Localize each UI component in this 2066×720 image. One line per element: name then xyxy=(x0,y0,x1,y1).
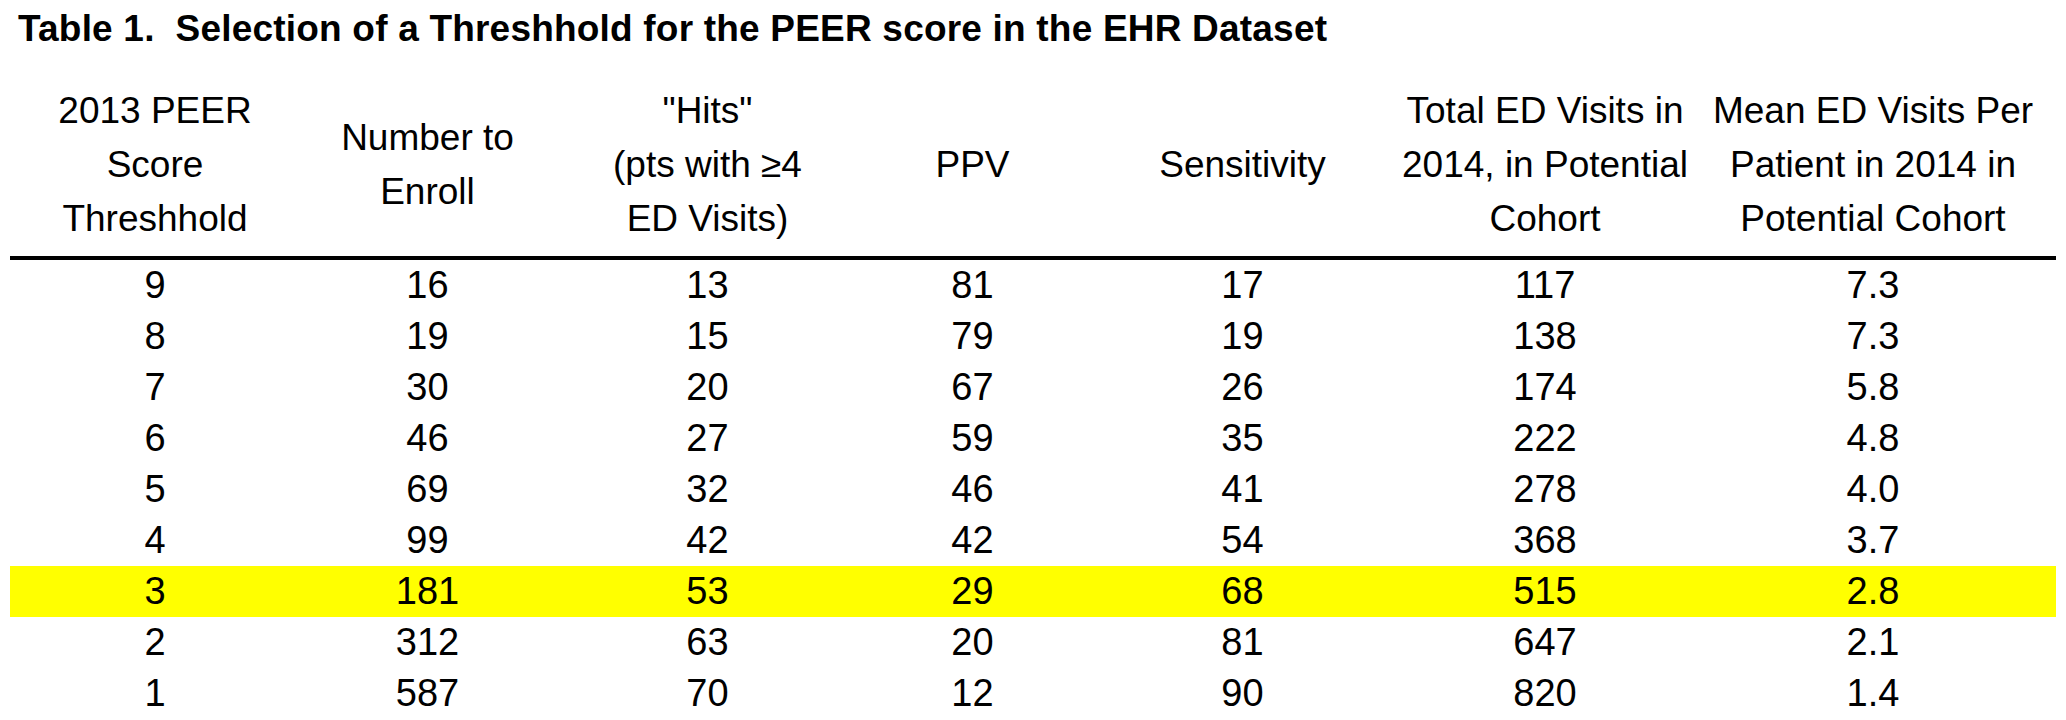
table-cell: 79 xyxy=(860,311,1085,362)
table-body: 9161381171177.38191579191387.37302067261… xyxy=(10,258,2056,719)
column-header-6: Mean ED Visits Per Patient in 2014 in Po… xyxy=(1690,74,2056,258)
table-cell: 59 xyxy=(860,413,1085,464)
column-header-4: Sensitivity xyxy=(1085,74,1400,258)
table-row: 4994242543683.7 xyxy=(10,515,2056,566)
table-cell: 647 xyxy=(1400,617,1690,668)
table-cell: 20 xyxy=(860,617,1085,668)
table-cell: 7 xyxy=(10,362,300,413)
table-cell: 42 xyxy=(860,515,1085,566)
table-cell: 54 xyxy=(1085,515,1400,566)
table-cell: 19 xyxy=(300,311,555,362)
table-cell: 42 xyxy=(555,515,860,566)
table-cell: 32 xyxy=(555,464,860,515)
table-cell: 368 xyxy=(1400,515,1690,566)
table-row-highlighted: 31815329685152.8 xyxy=(10,566,2056,617)
table-row: 7302067261745.8 xyxy=(10,362,2056,413)
table-cell: 29 xyxy=(860,566,1085,617)
table-cell: 30 xyxy=(300,362,555,413)
column-header-0: 2013 PEER Score Threshhold xyxy=(10,74,300,258)
table-row: 8191579191387.3 xyxy=(10,311,2056,362)
table-cell: 81 xyxy=(1085,617,1400,668)
table-cell: 4.0 xyxy=(1690,464,2056,515)
table-header-row: 2013 PEER Score ThreshholdNumber to Enro… xyxy=(10,74,2056,258)
column-header-2: "Hits" (pts with ≥4 ED Visits) xyxy=(555,74,860,258)
table-cell: 820 xyxy=(1400,668,1690,719)
table-cell: 19 xyxy=(1085,311,1400,362)
table-header: 2013 PEER Score ThreshholdNumber to Enro… xyxy=(10,74,2056,258)
table-cell: 2 xyxy=(10,617,300,668)
table-cell: 41 xyxy=(1085,464,1400,515)
table-cell: 46 xyxy=(860,464,1085,515)
table-cell: 138 xyxy=(1400,311,1690,362)
table-cell: 17 xyxy=(1085,258,1400,311)
table-cell: 67 xyxy=(860,362,1085,413)
table-cell: 6 xyxy=(10,413,300,464)
table-cell: 278 xyxy=(1400,464,1690,515)
table-cell: 7.3 xyxy=(1690,258,2056,311)
table-cell: 312 xyxy=(300,617,555,668)
table-row: 5693246412784.0 xyxy=(10,464,2056,515)
document-page: Table 1. Selection of a Threshhold for t… xyxy=(0,8,2066,720)
table-cell: 5.8 xyxy=(1690,362,2056,413)
column-header-3: PPV xyxy=(860,74,1085,258)
table-cell: 3 xyxy=(10,566,300,617)
table-cell: 8 xyxy=(10,311,300,362)
table-cell: 4.8 xyxy=(1690,413,2056,464)
table-cell: 81 xyxy=(860,258,1085,311)
table-cell: 26 xyxy=(1085,362,1400,413)
table-cell: 63 xyxy=(555,617,860,668)
table-row: 6462759352224.8 xyxy=(10,413,2056,464)
table-cell: 70 xyxy=(555,668,860,719)
table-cell: 20 xyxy=(555,362,860,413)
table-cell: 46 xyxy=(300,413,555,464)
table-cell: 5 xyxy=(10,464,300,515)
table-cell: 16 xyxy=(300,258,555,311)
table-row: 9161381171177.3 xyxy=(10,258,2056,311)
table-row: 23126320816472.1 xyxy=(10,617,2056,668)
table-cell: 515 xyxy=(1400,566,1690,617)
table-cell: 12 xyxy=(860,668,1085,719)
table-cell: 174 xyxy=(1400,362,1690,413)
table-cell: 3.7 xyxy=(1690,515,2056,566)
table-cell: 90 xyxy=(1085,668,1400,719)
table-cell: 53 xyxy=(555,566,860,617)
table-cell: 15 xyxy=(555,311,860,362)
table-cell: 222 xyxy=(1400,413,1690,464)
table-cell: 69 xyxy=(300,464,555,515)
table-cell: 4 xyxy=(10,515,300,566)
table-cell: 1 xyxy=(10,668,300,719)
table-cell: 117 xyxy=(1400,258,1690,311)
table-cell: 68 xyxy=(1085,566,1400,617)
table-title: Table 1. Selection of a Threshhold for t… xyxy=(18,8,2066,50)
table-cell: 181 xyxy=(300,566,555,617)
peer-threshold-table: 2013 PEER Score ThreshholdNumber to Enro… xyxy=(10,74,2056,719)
table-cell: 1.4 xyxy=(1690,668,2056,719)
table-cell: 2.1 xyxy=(1690,617,2056,668)
table-cell: 27 xyxy=(555,413,860,464)
table-cell: 35 xyxy=(1085,413,1400,464)
table-cell: 9 xyxy=(10,258,300,311)
table-row: 15877012908201.4 xyxy=(10,668,2056,719)
column-header-1: Number to Enroll xyxy=(300,74,555,258)
table-cell: 2.8 xyxy=(1690,566,2056,617)
table-cell: 7.3 xyxy=(1690,311,2056,362)
table-cell: 13 xyxy=(555,258,860,311)
table-cell: 99 xyxy=(300,515,555,566)
column-header-5: Total ED Visits in 2014, in Potential Co… xyxy=(1400,74,1690,258)
table-cell: 587 xyxy=(300,668,555,719)
